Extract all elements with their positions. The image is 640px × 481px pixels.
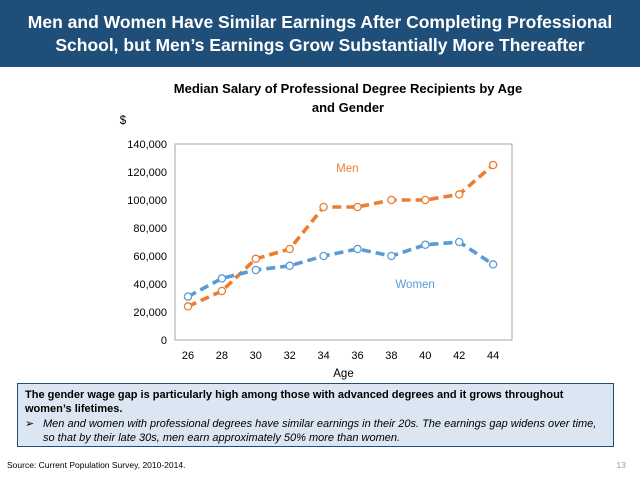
data-point-women	[183, 292, 193, 301]
data-point-women	[488, 260, 498, 269]
y-tick-label: 140,000	[127, 139, 167, 151]
y-tick-label: 40,000	[133, 279, 167, 291]
data-point-men	[183, 302, 193, 311]
data-point-women	[353, 244, 362, 254]
callout-box: The gender wage gap is particularly high…	[17, 383, 614, 447]
data-point-men	[217, 286, 227, 296]
plot-frame	[174, 143, 513, 341]
chart-title-line-2: and Gender	[312, 100, 384, 115]
data-point-men	[454, 190, 464, 199]
data-point-men	[488, 160, 498, 170]
x-tick-label: 36	[351, 350, 363, 362]
x-tick-label: 30	[250, 350, 262, 362]
page-number: 13	[616, 460, 626, 470]
series-line-women	[187, 240, 495, 299]
data-point-men	[285, 244, 294, 254]
x-tick-label: 42	[453, 350, 465, 362]
x-tick-label: 38	[385, 350, 397, 362]
data-point-men	[387, 195, 396, 205]
y-axis-unit-label: $	[120, 115, 127, 127]
x-tick-label: 40	[419, 350, 431, 362]
y-tick-label: 80,000	[133, 223, 167, 235]
data-point-women	[217, 274, 227, 283]
x-tick-label: 32	[284, 350, 296, 362]
plot-area: 0 20,000 40,000 60,000 80,000 100,000 120,000 1…	[127, 139, 513, 380]
data-point-women	[387, 251, 396, 261]
callout-heading: The gender wage gap is particularly high…	[25, 389, 564, 415]
x-tick-label: 28	[216, 350, 228, 362]
callout-bullet-text: Men and women with professional degrees …	[43, 418, 597, 444]
series-label-women: Women	[395, 279, 434, 291]
series-label-men: Men	[336, 163, 358, 175]
data-point-women	[319, 251, 328, 261]
title-banner: Men and Women Have Similar Earnings Afte…	[0, 0, 640, 67]
series-line-men	[187, 163, 495, 309]
data-point-men	[319, 202, 328, 212]
y-tick-label: 60,000	[133, 251, 167, 263]
y-tick-label: 120,000	[127, 167, 167, 179]
arrow-bullet-icon: ➢	[25, 418, 35, 430]
slide-title: Men and Women Have Similar Earnings Afte…	[27, 11, 613, 55]
x-tick-label: 26	[182, 350, 194, 362]
y-tick-label: 100,000	[127, 195, 167, 207]
data-point-men	[251, 254, 261, 264]
data-point-women	[285, 261, 294, 271]
data-point-women	[454, 237, 464, 247]
salary-chart: Median Salary of Professional Degree Rec…	[120, 81, 522, 380]
chart-title-line-1: Median Salary of Professional Degree Rec…	[174, 81, 522, 96]
callout-bullet: ➢ Men and women with professional degree…	[25, 417, 606, 445]
data-point-women	[251, 265, 261, 275]
x-tick-label: 34	[317, 350, 329, 362]
source-note: Source: Current Population Survey, 2010-…	[7, 460, 186, 470]
data-point-men	[421, 195, 430, 205]
data-point-men	[353, 202, 362, 212]
data-point-women	[421, 240, 430, 250]
y-tick-label: 20,000	[133, 307, 167, 319]
x-axis-label: Age	[333, 368, 353, 380]
y-tick-label: 0	[161, 335, 167, 347]
x-tick-label: 44	[487, 350, 499, 362]
